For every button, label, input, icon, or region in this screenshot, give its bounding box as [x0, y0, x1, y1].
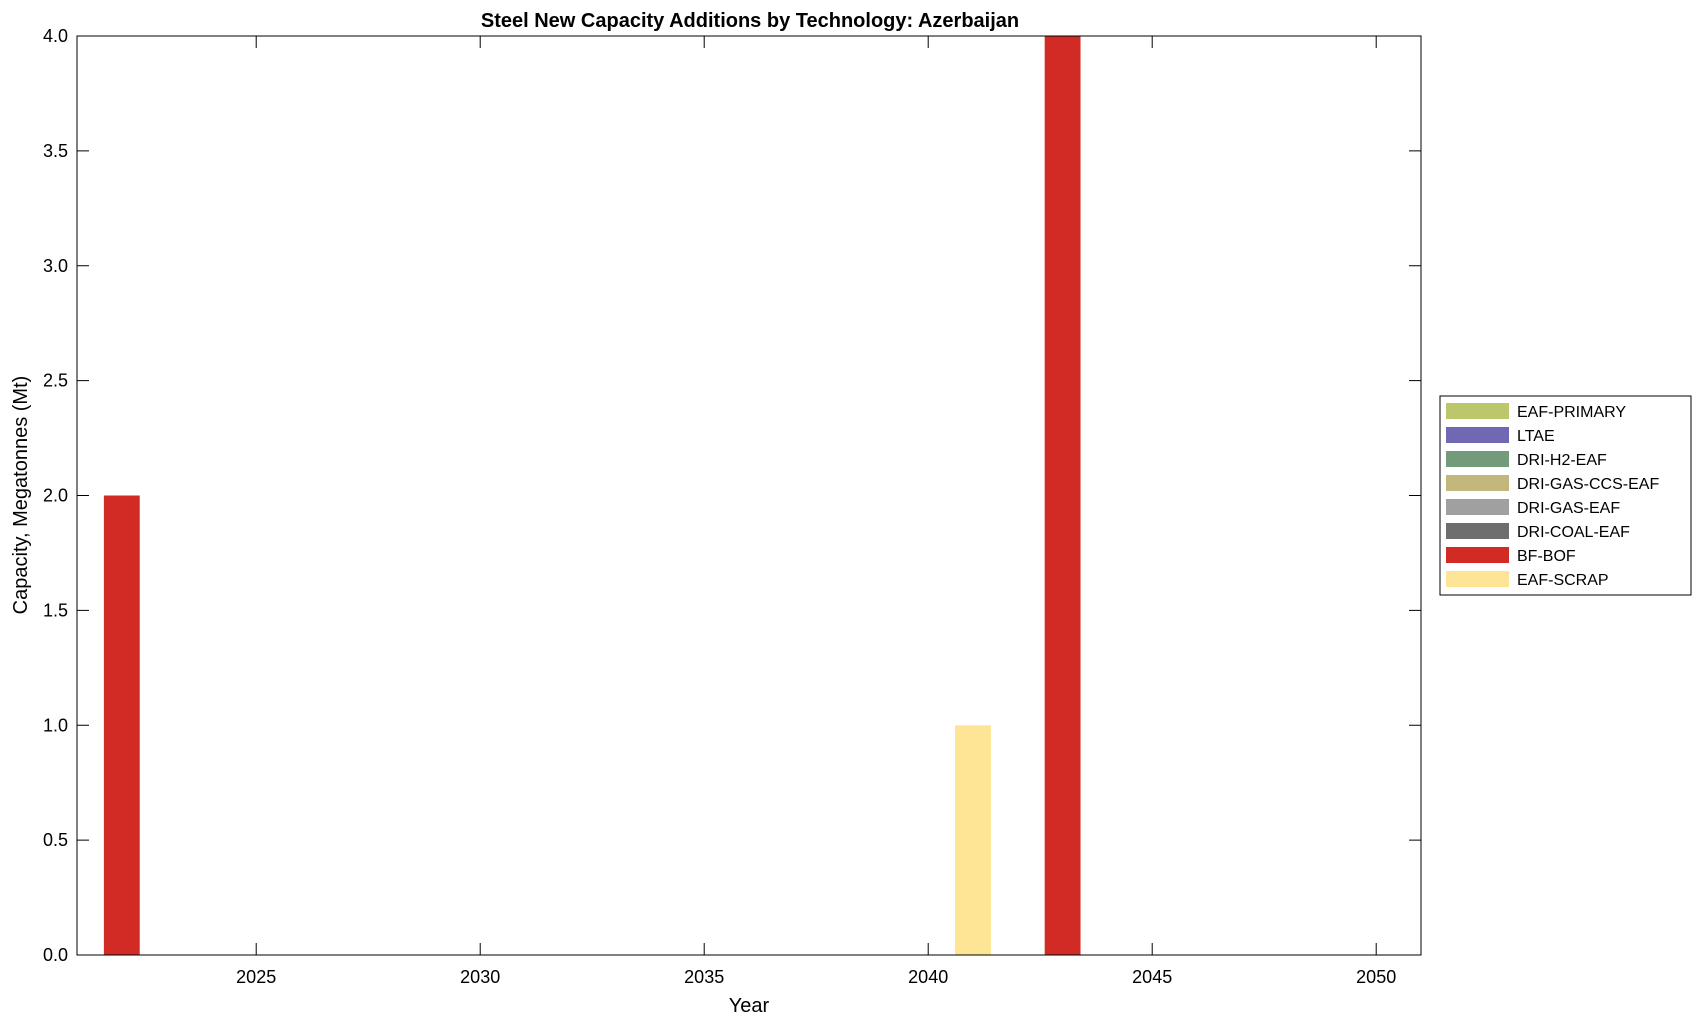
legend-label-dri-h2-eaf: DRI-H2-EAF [1517, 452, 1607, 469]
bar-bf-bof-2022 [103, 495, 140, 955]
y-tick-label: 4.0 [43, 26, 68, 46]
y-tick-label: 0.5 [43, 830, 68, 850]
legend-label-bf-bof: BF-BOF [1517, 548, 1576, 565]
bar-eaf-scrap-2041 [955, 725, 991, 955]
x-tick-label: 2025 [236, 967, 276, 987]
legend-label-dri-gas-ccs-eaf: DRI-GAS-CCS-EAF [1517, 476, 1659, 493]
x-tick-label: 2040 [908, 967, 948, 987]
chart-title: Steel New Capacity Additions by Technolo… [481, 10, 1019, 32]
x-tick-label: 2050 [1356, 967, 1396, 987]
y-tick-label: 3.5 [43, 141, 68, 161]
y-tick-label: 3.0 [43, 256, 68, 276]
y-tick-label: 1.5 [43, 600, 68, 620]
legend: EAF-PRIMARY LTAE DRI-H2-EAF DRI-GAS-CCS-EAF… [1439, 395, 1692, 596]
legend-box [1439, 395, 1692, 596]
plot-area [76, 35, 1422, 956]
legend-label-dri-coal-eaf: DRI-COAL-EAF [1517, 524, 1630, 541]
x-tick-label: 2035 [684, 967, 724, 987]
y-tick-label: 1.0 [43, 715, 68, 735]
y-tick-label: 2.0 [43, 486, 68, 506]
legend-swatch-bf-bof [1446, 547, 1509, 563]
bars [103, 36, 1081, 955]
y-axis-label: Capacity, Megatonnes (Mt) [10, 376, 32, 615]
bar-bf-bof-2043 [1044, 36, 1081, 955]
legend-swatch-dri-gas-ccs-eaf [1446, 475, 1509, 491]
legend-swatch-dri-coal-eaf [1446, 523, 1509, 539]
legend-label-eaf-scrap: EAF-SCRAP [1517, 572, 1609, 589]
x-tick-label: 2030 [460, 967, 500, 987]
legend-label-ltae: LTAE [1517, 428, 1555, 445]
legend-label-eaf-primary: EAF-PRIMARY [1517, 404, 1626, 421]
legend-swatch-eaf-primary [1446, 403, 1509, 419]
legend-swatch-dri-h2-eaf [1446, 451, 1509, 467]
x-axis-label: Year [729, 995, 770, 1017]
y-axis-ticks: 0.0 0.5 1.0 1.5 2.0 2.5 3.0 3.5 4.0 [43, 26, 1421, 965]
y-tick-label: 0.0 [43, 945, 68, 965]
legend-swatch-eaf-scrap [1446, 571, 1509, 587]
legend-swatch-ltae [1446, 427, 1509, 443]
x-tick-label: 2045 [1132, 967, 1172, 987]
x-axis-ticks: 2025 2030 2035 2040 2045 2050 [236, 36, 1396, 987]
y-tick-label: 2.5 [43, 371, 68, 391]
legend-swatch-dri-gas-eaf [1446, 499, 1509, 515]
legend-label-dri-gas-eaf: DRI-GAS-EAF [1517, 500, 1620, 517]
